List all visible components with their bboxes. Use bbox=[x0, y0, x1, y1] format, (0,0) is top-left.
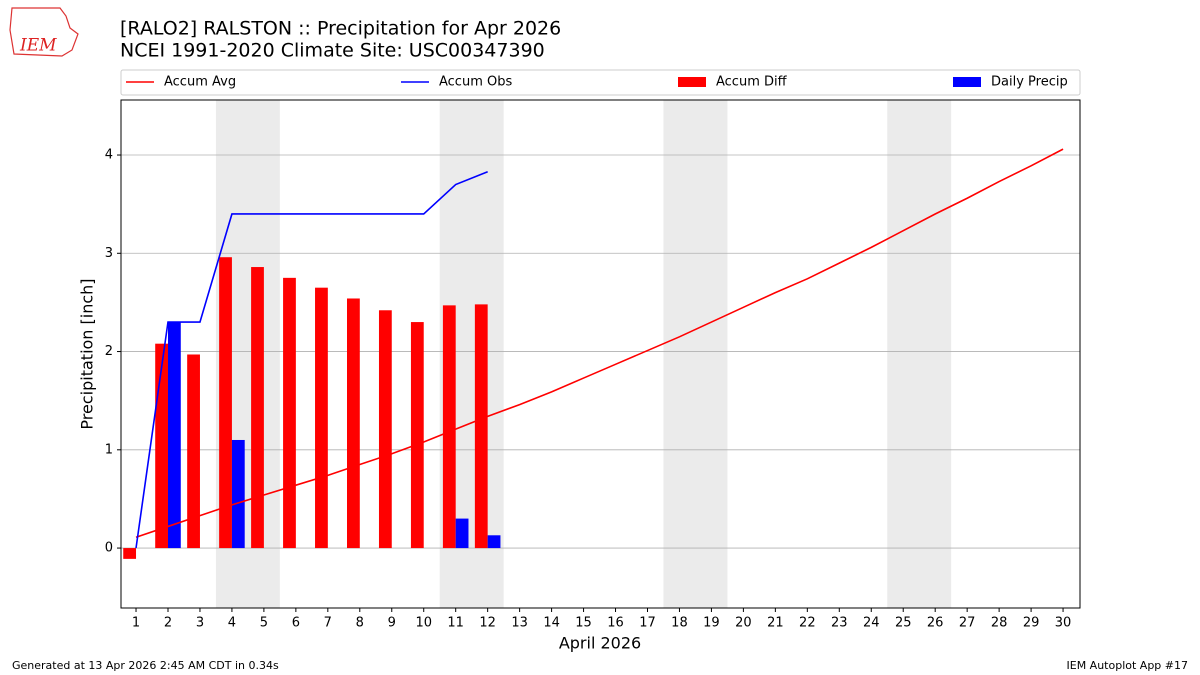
x-tick-label: 11 bbox=[447, 616, 464, 631]
legend-label: Accum Diff bbox=[716, 75, 788, 90]
footer-right: IEM Autoplot App #17 bbox=[1067, 659, 1189, 672]
x-tick-label: 24 bbox=[863, 616, 880, 631]
legend-label: Accum Obs bbox=[439, 75, 512, 90]
y-tick-label: 4 bbox=[105, 148, 113, 163]
x-tick-label: 27 bbox=[959, 616, 976, 631]
x-tick-label: 21 bbox=[767, 616, 784, 631]
x-tick-label: 18 bbox=[671, 616, 688, 631]
bar bbox=[315, 287, 328, 549]
x-tick-label: 3 bbox=[196, 616, 204, 631]
footer-left: Generated at 13 Apr 2026 2:45 AM CDT in … bbox=[12, 659, 279, 672]
bar bbox=[187, 354, 200, 549]
y-tick-label: 2 bbox=[105, 344, 113, 359]
x-tick-label: 19 bbox=[703, 616, 720, 631]
y-axis-label: Precipitation [inch] bbox=[78, 278, 97, 429]
weekend-shade bbox=[887, 100, 952, 608]
x-tick-label: 23 bbox=[831, 616, 848, 631]
x-tick-label: 7 bbox=[324, 616, 332, 631]
x-tick-label: 10 bbox=[415, 616, 432, 631]
chart-subtitle: NCEI 1991-2020 Climate Site: USC00347390 bbox=[120, 40, 545, 62]
x-tick-label: 12 bbox=[479, 616, 496, 631]
line bbox=[135, 170, 488, 549]
x-tick-label: 22 bbox=[799, 616, 816, 631]
x-tick-label: 1 bbox=[132, 616, 140, 631]
weekend-shade bbox=[663, 100, 728, 608]
x-tick-label: 9 bbox=[388, 616, 396, 631]
bar bbox=[123, 548, 137, 559]
logo-text: IEM bbox=[19, 36, 57, 56]
legend-swatch bbox=[678, 77, 706, 87]
x-tick-label: 30 bbox=[1055, 616, 1072, 631]
bar bbox=[474, 304, 488, 549]
y-tick-label: 1 bbox=[105, 442, 113, 457]
x-tick-label: 15 bbox=[575, 616, 592, 631]
x-tick-label: 16 bbox=[607, 616, 624, 631]
bar bbox=[347, 298, 360, 549]
legend-swatch bbox=[953, 77, 981, 87]
legend-label: Accum Avg bbox=[164, 75, 236, 90]
bar bbox=[487, 535, 501, 549]
x-tick-label: 29 bbox=[1023, 616, 1040, 631]
bar bbox=[251, 267, 264, 549]
chart-title: [RALO2] RALSTON :: Precipitation for Apr… bbox=[120, 18, 561, 40]
bar bbox=[231, 439, 245, 549]
x-tick-label: 26 bbox=[927, 616, 944, 631]
y-tick-label: 3 bbox=[105, 246, 113, 261]
bar bbox=[167, 322, 181, 549]
x-tick-label: 5 bbox=[260, 616, 268, 631]
x-tick-label: 28 bbox=[991, 616, 1008, 631]
bar bbox=[283, 277, 296, 549]
x-tick-label: 8 bbox=[356, 616, 364, 631]
x-tick-label: 6 bbox=[292, 616, 300, 631]
bar bbox=[378, 310, 392, 549]
bar bbox=[410, 322, 424, 549]
bar bbox=[455, 518, 469, 549]
plot-frame bbox=[120, 99, 1081, 609]
y-tick-label: 0 bbox=[105, 541, 113, 556]
logo-outline bbox=[9, 7, 79, 57]
line bbox=[135, 148, 1064, 539]
x-tick-label: 4 bbox=[228, 616, 236, 631]
bar bbox=[219, 257, 232, 549]
x-tick-label: 17 bbox=[639, 616, 656, 631]
legend-box bbox=[120, 69, 1081, 96]
x-tick-label: 13 bbox=[511, 616, 528, 631]
legend-label: Daily Precip bbox=[991, 75, 1068, 90]
x-tick-label: 20 bbox=[735, 616, 752, 631]
x-tick-label: 2 bbox=[164, 616, 172, 631]
x-axis-label: April 2026 bbox=[559, 634, 641, 653]
bar bbox=[155, 343, 168, 549]
bar bbox=[442, 305, 456, 549]
x-tick-label: 25 bbox=[895, 616, 912, 631]
x-tick-label: 14 bbox=[543, 616, 560, 631]
